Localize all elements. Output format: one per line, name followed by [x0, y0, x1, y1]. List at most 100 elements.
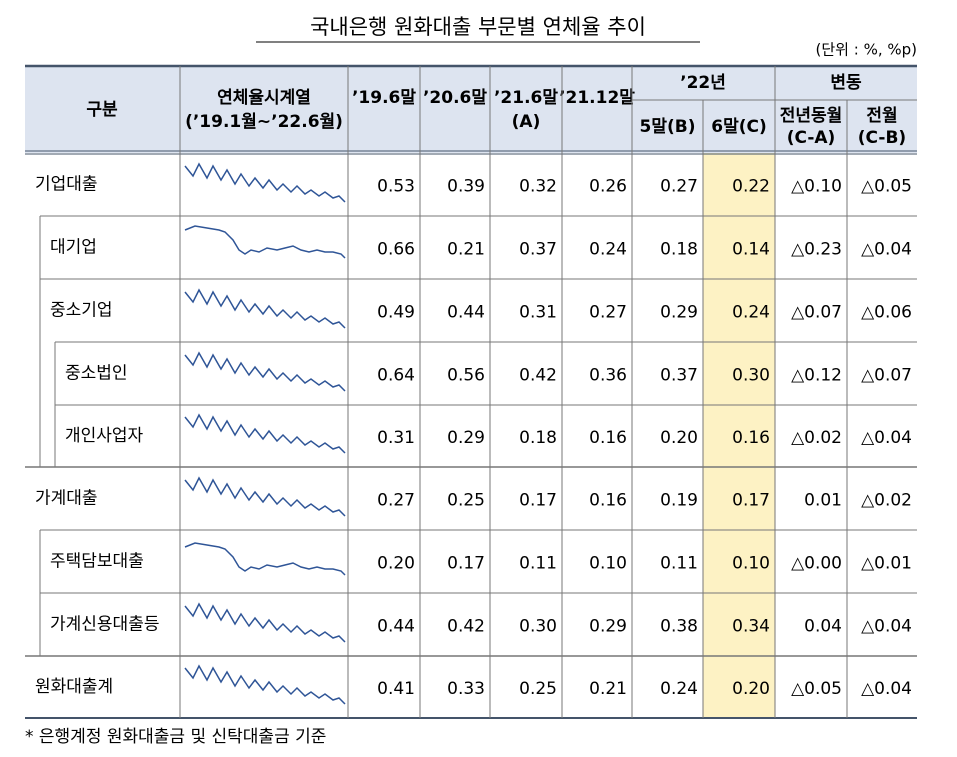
cell-value: △0.12	[791, 366, 842, 386]
header-cell: ’21.12말	[559, 87, 635, 108]
header-cell: ’19.6말	[352, 87, 416, 108]
row-label: 개인사업자	[65, 426, 144, 446]
cell-value: △0.10	[791, 177, 842, 197]
cell-value: 0.24	[732, 303, 770, 323]
cell-value: 0.17	[732, 491, 770, 511]
cell-value: 0.31	[377, 428, 415, 448]
cell-value: △0.05	[861, 177, 912, 197]
cell-value: 0.27	[589, 303, 627, 323]
cell-value: 0.11	[660, 554, 698, 574]
cell-value: 0.37	[660, 366, 698, 386]
cell-value: 0.41	[377, 679, 415, 699]
unit: (단위 : %, %p)	[816, 41, 917, 59]
sparkline	[184, 542, 346, 576]
cell-value: 0.18	[519, 428, 557, 448]
cell-value: 0.29	[660, 303, 698, 323]
cell-value: 0.26	[589, 177, 627, 197]
header-cell: 6말(C)	[711, 116, 766, 137]
cell-value: 0.24	[589, 240, 627, 260]
header-cell: 전년동월	[780, 106, 843, 126]
cell-value: 0.29	[447, 428, 485, 448]
sparkline	[184, 352, 346, 392]
cell-value: 0.27	[377, 491, 415, 511]
cell-value: 0.21	[589, 679, 627, 699]
cell-value: 0.25	[519, 679, 557, 699]
cell-value: △0.23	[791, 240, 842, 260]
cell-value: 0.49	[377, 303, 415, 323]
header-cell: ’20.6말	[423, 87, 487, 108]
header-cell: ’22년	[680, 73, 726, 93]
cell-value: 0.11	[519, 554, 557, 574]
cell-value: 0.21	[447, 240, 485, 260]
cell-value: △0.04	[861, 617, 912, 637]
cell-value: 0.29	[589, 617, 627, 637]
header-cell: 연체율시계열	[217, 88, 311, 108]
cell-value: 0.19	[660, 491, 698, 511]
cell-value: 0.34	[732, 617, 770, 637]
sparkline	[184, 477, 346, 517]
cell-value: 0.32	[519, 177, 557, 197]
row-label: 가계신용대출등	[50, 615, 159, 635]
header-cell: 전월	[866, 106, 897, 126]
cell-value: 0.22	[732, 177, 770, 197]
cell-value: 0.30	[732, 366, 770, 386]
title: 국내은행 원화대출 부문별 연체율 추이	[310, 15, 646, 39]
header-cell: 변동	[830, 73, 862, 93]
cell-value: 0.37	[519, 240, 557, 260]
cell-value: 0.10	[732, 554, 770, 574]
sparkline	[184, 603, 346, 643]
cell-value: 0.14	[732, 240, 770, 260]
cell-value: 0.44	[447, 303, 485, 323]
cell-value: 0.16	[589, 428, 627, 448]
cell-value: 0.64	[377, 366, 415, 386]
cell-value: 0.24	[660, 679, 698, 699]
cell-value: △0.07	[791, 303, 842, 323]
cell-value: 0.66	[377, 240, 415, 260]
cell-value: 0.17	[447, 554, 485, 574]
cell-value: △0.00	[791, 554, 842, 574]
row-label: 기업대출	[35, 175, 98, 195]
cell-value: 0.33	[447, 679, 485, 699]
cell-value: 0.16	[732, 428, 770, 448]
header-cell: 5말(B)	[640, 116, 696, 137]
cell-value: 0.31	[519, 303, 557, 323]
cell-value: △0.02	[861, 491, 912, 511]
row-label: 중소법인	[65, 364, 128, 384]
cell-value: 0.44	[377, 617, 415, 637]
cell-value: 0.42	[519, 366, 557, 386]
cell-value: 0.16	[589, 491, 627, 511]
cell-value: 0.53	[377, 177, 415, 197]
cell-value: △0.04	[861, 679, 912, 699]
highlight-column	[703, 100, 775, 718]
cell-value: 0.10	[589, 554, 627, 574]
header-cell: ’21.6말	[494, 87, 558, 108]
cell-value: 0.20	[377, 554, 415, 574]
cell-value: △0.04	[861, 240, 912, 260]
footnote: * 은행계정 원화대출금 및 신탁대출금 기준	[25, 727, 326, 747]
row-label: 가계대출	[35, 489, 98, 509]
cell-value: 0.18	[660, 240, 698, 260]
header-cell: (’19.1월~’22.6월)	[185, 112, 343, 132]
header-bg	[25, 66, 917, 153]
cell-value: 0.30	[519, 617, 557, 637]
cell-value: △0.07	[861, 366, 912, 386]
row-label: 원화대출계	[35, 677, 113, 697]
sparkline	[184, 163, 346, 203]
cell-value: 0.27	[660, 177, 698, 197]
cell-value: 0.36	[589, 366, 627, 386]
sparkline	[184, 289, 346, 329]
header-cell: (A)	[512, 112, 541, 132]
cell-value: 0.20	[660, 428, 698, 448]
cell-value: 0.25	[447, 491, 485, 511]
cell-value: △0.01	[861, 554, 912, 574]
cell-value: 0.38	[660, 617, 698, 637]
row-label: 주택담보대출	[50, 552, 144, 572]
cell-value: 0.04	[804, 617, 842, 637]
cell-value: 0.01	[804, 491, 842, 511]
cell-value: 0.56	[447, 366, 485, 386]
cell-value: △0.02	[791, 428, 842, 448]
row-label: 대기업	[50, 238, 97, 258]
cell-value: △0.04	[861, 428, 912, 448]
